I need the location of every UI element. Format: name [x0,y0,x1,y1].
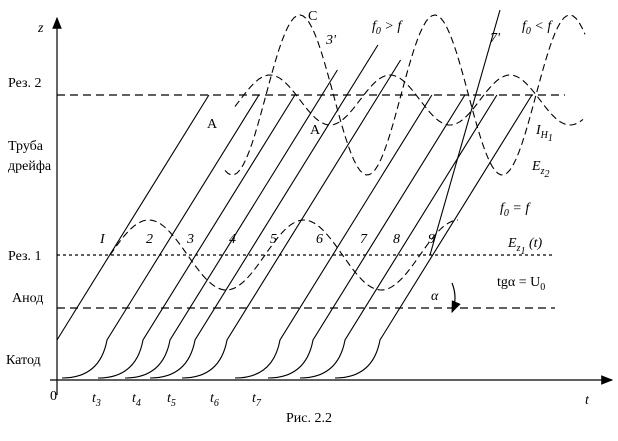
trajectory [429,9,501,256]
trajectory-label: 9 [428,232,435,247]
annotation: A [310,123,321,138]
trajectory-label: I [99,232,106,247]
trajectory-label: 3 [186,232,194,247]
caption: Рис. 2.2 [286,411,332,426]
trajectory [299,94,498,379]
trajectory [149,44,379,379]
annotation: Ez1 (t) [507,236,543,257]
level-label: Катод [6,353,41,368]
time-tick: t5 [167,391,176,409]
wave [224,14,586,176]
annotation: f0 = f [500,201,531,219]
wave [109,219,459,291]
trajectory [334,94,533,379]
annotation: A [207,117,218,132]
trajectory-label: 7 [360,232,368,247]
trajectory [97,94,296,379]
wave [234,74,584,126]
annotation: Ez2 [531,159,549,180]
trajectories [56,9,533,379]
level-label: Анод [12,291,43,306]
annotation: C [308,9,317,24]
waves [109,14,586,291]
z-axis-label: z [37,21,44,36]
trajectory-label: 6 [316,232,323,247]
annotation: tgα = U0 [497,275,545,293]
trajectory-label: 5 [270,232,277,247]
time-tick: t6 [210,391,219,409]
annotation: f0 > f [372,19,403,37]
origin: 0 [50,389,57,404]
annotation: IH1 [535,123,553,144]
trajectory-label: 4 [229,232,236,247]
annotation: α [431,289,439,304]
trajectory [267,94,466,379]
annotation: 7' [490,31,501,46]
t-axis-label: t [585,393,590,408]
level-label: Рез. 2 [8,76,42,91]
trajectory [234,94,433,379]
level-label: дрейфа [8,159,52,174]
time-tick: t3 [92,391,101,409]
trajectory [124,69,338,379]
level-label: Труба [8,139,44,154]
trajectory [61,94,260,379]
trajectory-label: 8 [393,232,400,247]
axes [50,16,614,395]
trajectory [181,59,402,379]
time-tick: t4 [132,391,141,409]
level-label: Рез. 1 [8,249,42,264]
trajectory-label: 2 [146,232,153,247]
annotation: f0 < f [522,19,553,37]
trajectory [56,94,210,341]
annotation: 3' [325,33,337,48]
time-tick: t7 [252,391,262,409]
